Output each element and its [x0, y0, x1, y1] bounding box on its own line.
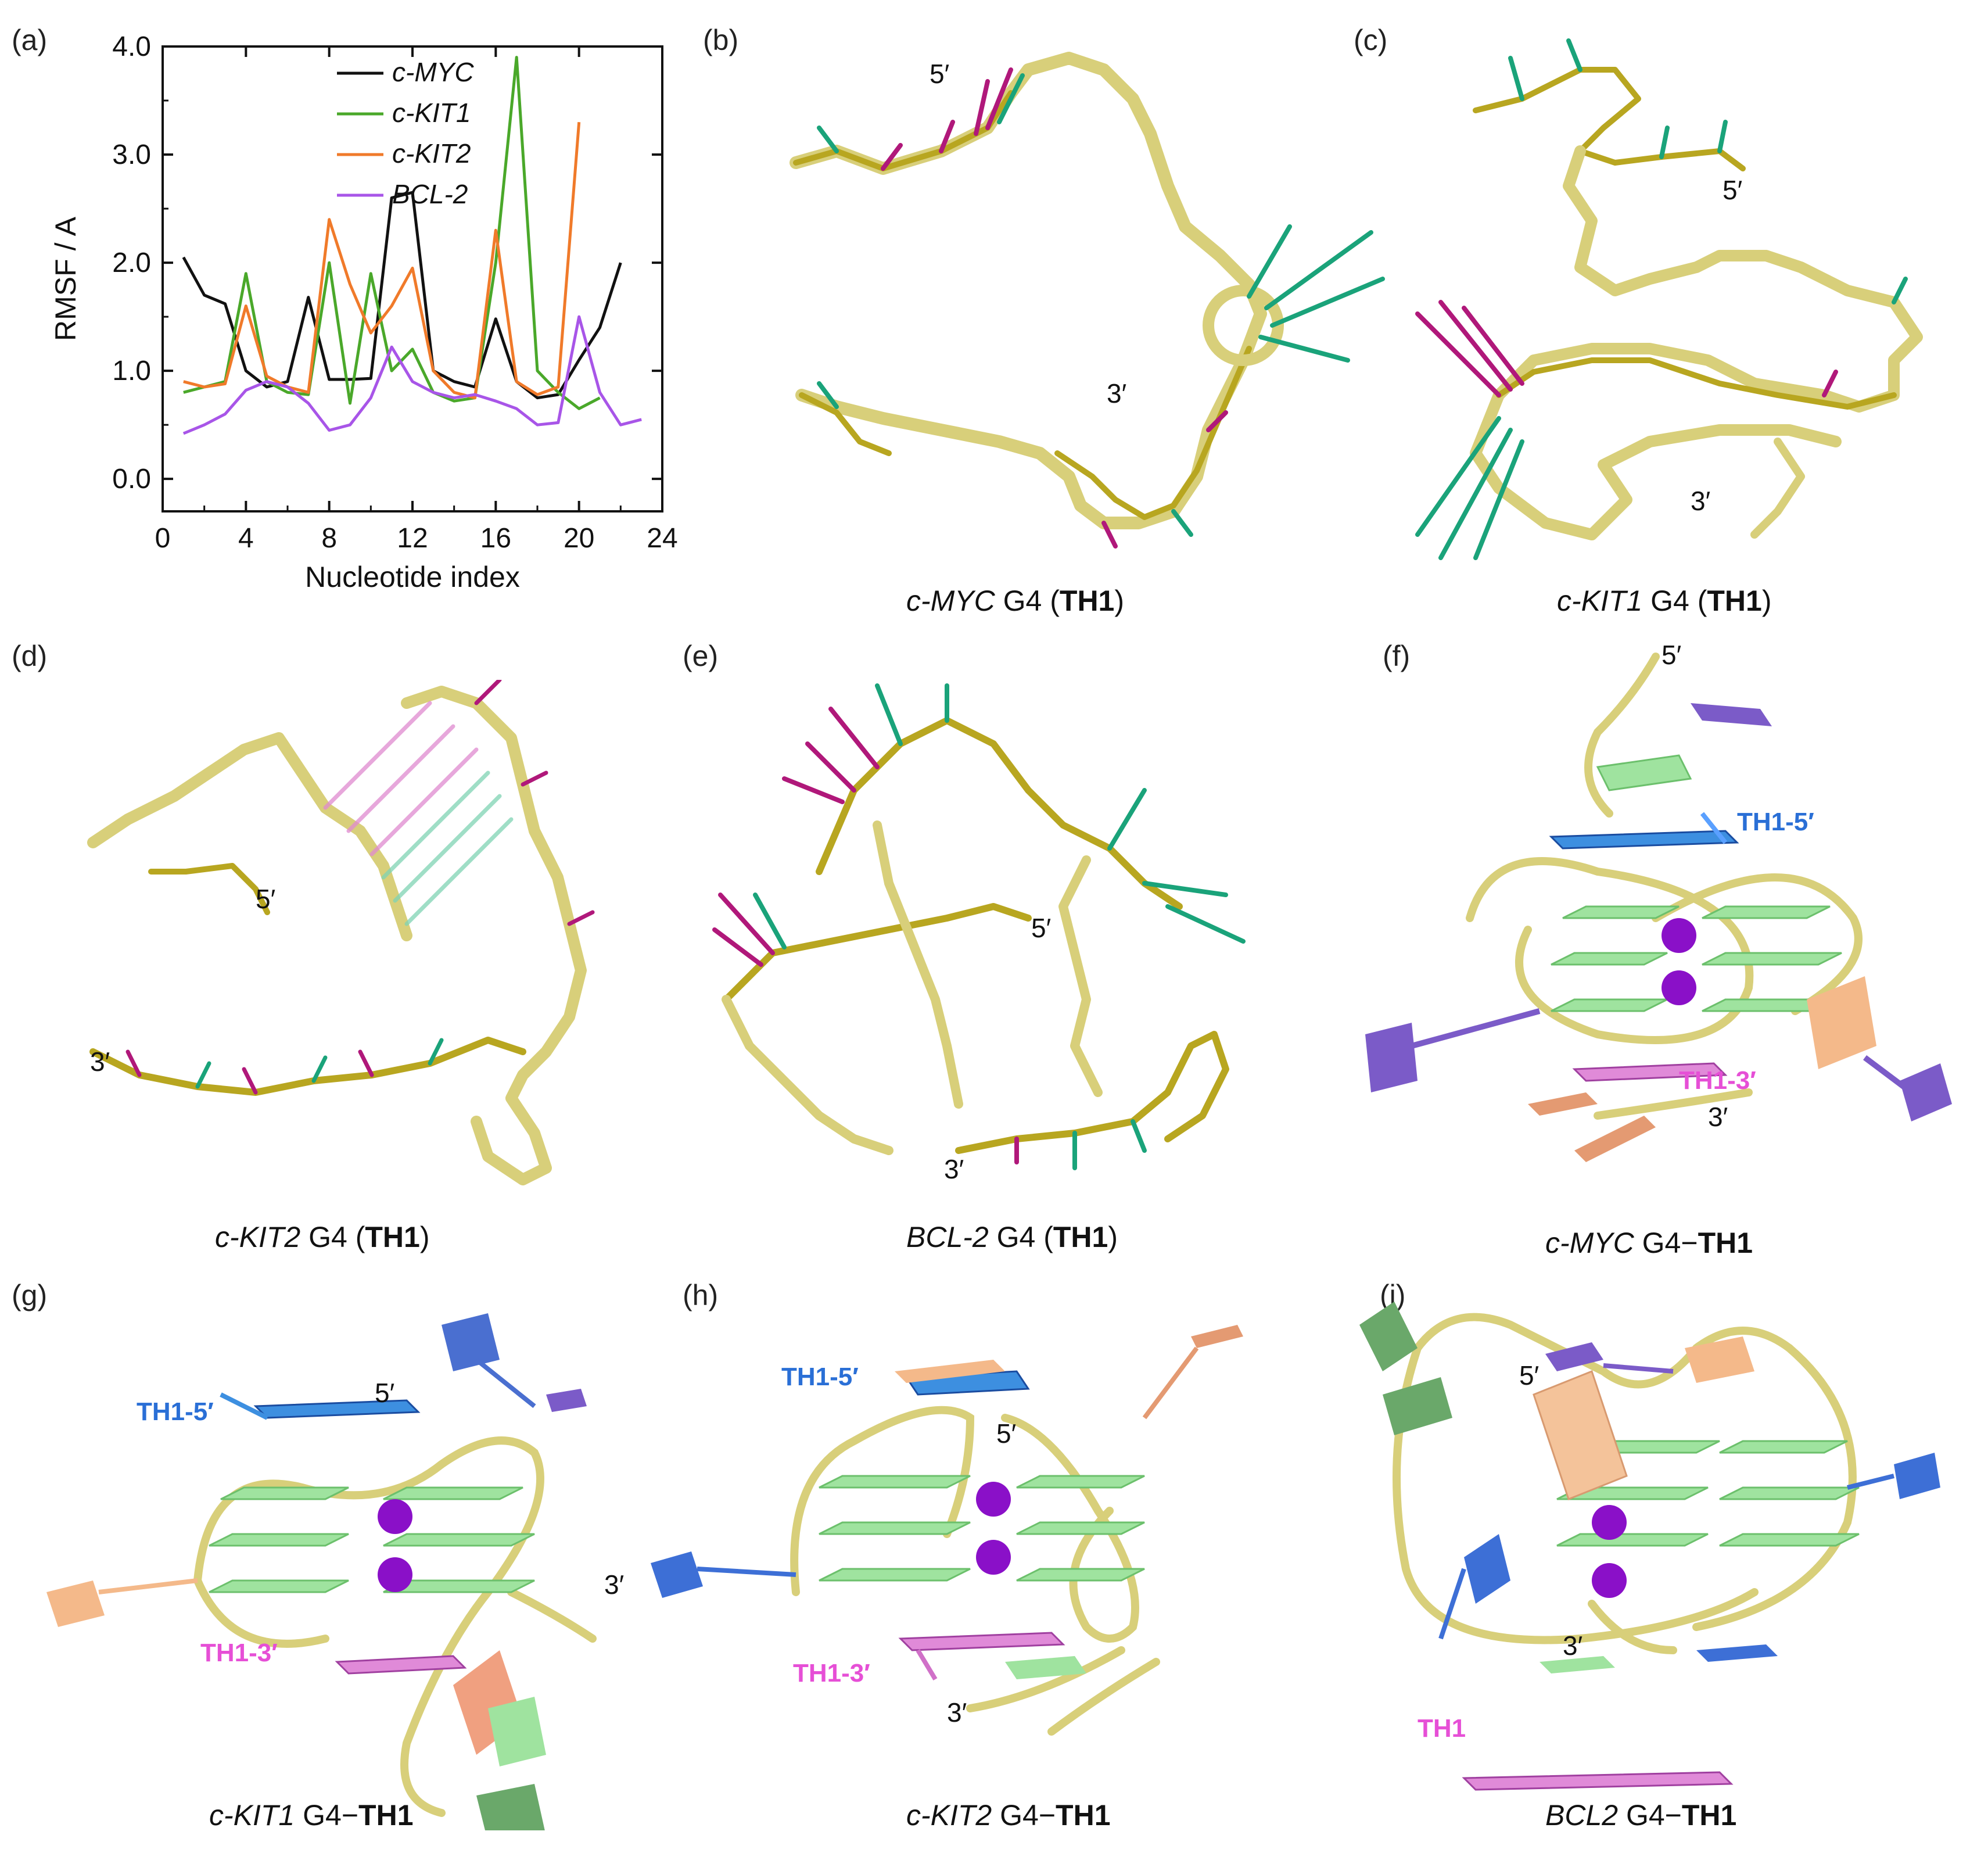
cmyc-vector-plot [790, 52, 1385, 549]
panel-label-d: (d) [12, 640, 48, 672]
x-tick-label: 8 [321, 523, 337, 554]
series-line-c-kit2 [183, 122, 581, 400]
panel-label-a: (a) [12, 24, 48, 56]
ligand-5prime [1549, 812, 1739, 850]
cmyc-3prime-label: 3′ [1107, 378, 1127, 408]
ckit2-g4-th1-structure [651, 1325, 1243, 1736]
caption-d: c-KIT2 G4 (TH1) [215, 1221, 430, 1253]
ckit1-3prime-label: 3′ [1691, 486, 1711, 516]
x-tick-label: 20 [564, 523, 594, 554]
rmsf-chart: 0 4 8 12 16 20 24 0.0 1.0 2.0 3.0 4.0 Nucleotide ind… [49, 31, 678, 593]
bcl2-3prime-label: 3′ [944, 1154, 964, 1184]
bcl2-complex-3prime-label: 3′ [1563, 1630, 1583, 1661]
ckit1-vector-plot [1415, 38, 1923, 560]
ckit2-5prime-label: 5′ [256, 884, 276, 914]
ligand-3prime [1572, 1062, 1728, 1082]
bcl2-complex-5prime-label: 5′ [1519, 1360, 1540, 1390]
ckit1-complex-3prime-label: 3′ [604, 1569, 625, 1600]
caption-c: c-KIT1 G4 (TH1) [1557, 585, 1772, 617]
bcl2-vector-plot [712, 683, 1246, 1170]
x-tick-label: 12 [397, 523, 428, 554]
y-tick-label: 4.0 [112, 31, 151, 62]
caption-g: c-KIT1 G4−TH1 [209, 1799, 414, 1832]
ligand-5prime-label-f: TH1-5′ [1737, 808, 1814, 836]
x-tick-label: 24 [647, 523, 677, 554]
bcl2-5prime-label: 5′ [1031, 913, 1052, 943]
guanine-tetrads [1551, 754, 1842, 1012]
ligand-5prime-label-g: TH1-5′ [137, 1397, 214, 1426]
cmyc-5prime-label: 5′ [930, 59, 950, 89]
ligand-3prime-label-h: TH1-3′ [793, 1659, 870, 1687]
y-tick-label: 1.0 [112, 356, 151, 386]
bcl2-g4-th1-structure [1359, 1302, 1940, 1791]
ckit1-complex-5prime-label: 5′ [375, 1378, 395, 1408]
cmyc-complex-3prime-label: 3′ [1708, 1102, 1728, 1132]
legend-label: c-KIT2 [392, 138, 471, 169]
x-axis-label: Nucleotide index [305, 561, 520, 593]
legend-label: c-KIT1 [392, 98, 471, 128]
ckit2-complex-3prime-label: 3′ [947, 1697, 967, 1728]
y-tick-label: 0.0 [112, 464, 151, 494]
ligand-5prime-label-h: TH1-5′ [781, 1363, 859, 1391]
ckit2-3prime-label: 3′ [90, 1047, 110, 1077]
y-tick-label: 3.0 [112, 139, 151, 170]
panel-label-f: (f) [1383, 640, 1411, 672]
x-tick-label: 0 [155, 523, 171, 554]
panel-label-g: (g) [12, 1279, 48, 1311]
caption-e: BCL-2 G4 (TH1) [906, 1221, 1118, 1253]
caption-b: c-MYC G4 (TH1) [906, 585, 1125, 617]
x-tick-label: 16 [480, 523, 511, 554]
series-line-bcl-2 [182, 315, 642, 435]
series-line-c-kit1 [183, 56, 601, 410]
ligand-3prime-label-f: TH1-3′ [1679, 1066, 1756, 1095]
legend-label: c-MYC [392, 57, 474, 87]
ckit1-g4-th1-structure [46, 1313, 597, 1830]
caption-f: c-MYC G4−TH1 [1545, 1227, 1753, 1259]
panel-label-h: (h) [683, 1279, 719, 1311]
y-tick-label: 2.0 [112, 248, 151, 278]
panel-label-c: (c) [1354, 24, 1388, 56]
panel-label-e: (e) [683, 640, 719, 672]
ligand-label-i: TH1 [1418, 1714, 1466, 1743]
cmyc-g4-th1-structure [1365, 653, 1952, 1162]
caption-h: c-KIT2 G4−TH1 [906, 1799, 1111, 1832]
cmyc-complex-5prime-label: 5′ [1662, 640, 1682, 670]
ckit1-5prime-label: 5′ [1723, 175, 1743, 205]
caption-i: BCL2 G4−TH1 [1545, 1799, 1737, 1832]
y-axis-label: RMSF / A [49, 216, 82, 341]
panel-label-b: (b) [703, 24, 739, 56]
series-line-c-myc [182, 191, 622, 400]
ligand-3prime-label-g: TH1-3′ [200, 1639, 278, 1667]
legend-label: BCL-2 [392, 179, 468, 209]
ckit2-complex-5prime-label: 5′ [996, 1418, 1017, 1449]
ckit2-vector-plot [87, 680, 595, 1185]
x-tick-label: 4 [238, 523, 254, 554]
